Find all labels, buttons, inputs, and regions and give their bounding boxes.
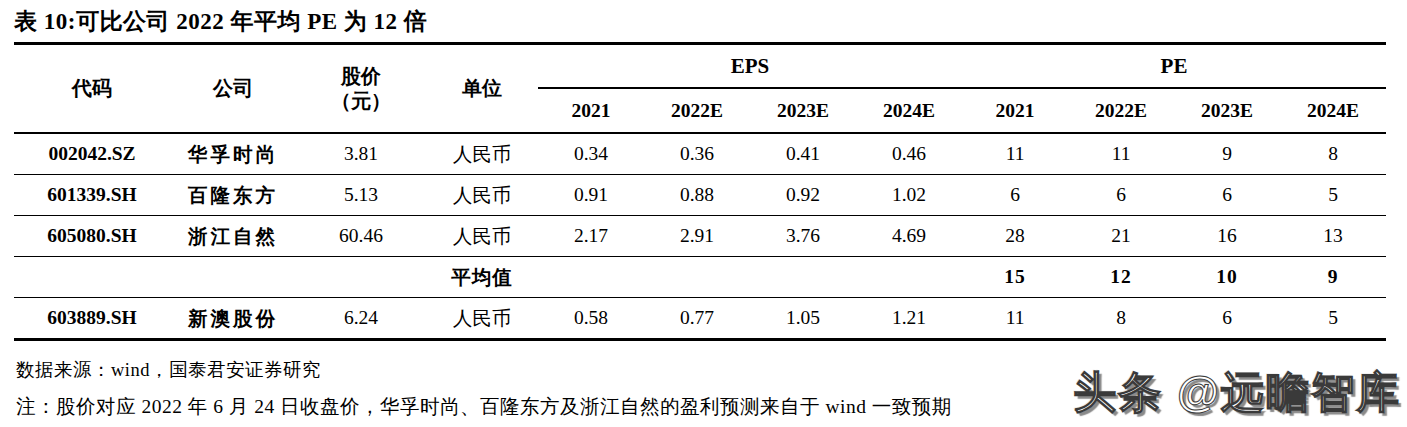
average-label: 平均值 — [426, 257, 538, 298]
average-row: 平均值 15 12 10 9 — [14, 257, 1386, 298]
pe-year-header: 2022E — [1068, 88, 1174, 133]
cell-unit: 人民币 — [426, 133, 538, 175]
cell-company — [170, 257, 296, 298]
cell-unit: 人民币 — [426, 298, 538, 340]
pe-year-header: 2021 — [962, 88, 1068, 133]
cell-eps: 1.02 — [856, 175, 962, 216]
col-header-code: 代码 — [14, 44, 170, 134]
cell-pe: 9 — [1280, 257, 1386, 298]
cell-price: 60.46 — [296, 216, 426, 257]
cell-company: 百隆东方 — [170, 175, 296, 216]
eps-group-header: EPS — [538, 44, 962, 89]
pe-group-header: PE — [962, 44, 1386, 89]
cell-eps: 0.58 — [538, 298, 644, 340]
cell-eps — [750, 257, 856, 298]
cell-price: 3.81 — [296, 133, 426, 175]
table-row: 601339.SH 百隆东方 5.13 人民币 0.91 0.88 0.92 1… — [14, 175, 1386, 216]
table-row: 002042.SZ 华孚时尚 3.81 人民币 0.34 0.36 0.41 0… — [14, 133, 1386, 175]
pe-year-header: 2024E — [1280, 88, 1386, 133]
cell-company: 浙江自然 — [170, 216, 296, 257]
eps-year-header: 2023E — [750, 88, 856, 133]
comparison-table: 代码 公司 股价 （元） 单位 EPS PE 2021 2022E 2023E … — [14, 42, 1386, 341]
cell-pe: 8 — [1068, 298, 1174, 340]
cell-pe: 6 — [1174, 298, 1280, 340]
eps-year-header: 2022E — [644, 88, 750, 133]
table-row: 603889.SH 新澳股份 6.24 人民币 0.58 0.77 1.05 1… — [14, 298, 1386, 340]
cell-eps: 2.17 — [538, 216, 644, 257]
cell-eps — [644, 257, 750, 298]
cell-pe: 15 — [962, 257, 1068, 298]
cell-eps: 0.77 — [644, 298, 750, 340]
data-source-line: 数据来源：wind，国泰君安证券研究 — [16, 357, 321, 382]
cell-eps: 0.88 — [644, 175, 750, 216]
col-header-company: 公司 — [170, 44, 296, 134]
cell-price: 5.13 — [296, 175, 426, 216]
cell-code: 603889.SH — [14, 298, 170, 340]
cell-pe: 5 — [1280, 175, 1386, 216]
table-title: 表 10:可比公司 2022 年平均 PE 为 12 倍 — [14, 6, 427, 37]
cell-pe: 6 — [1068, 175, 1174, 216]
watermark: 头条 @远瞻智库 — [1073, 364, 1401, 422]
cell-eps: 0.34 — [538, 133, 644, 175]
col-header-unit: 单位 — [426, 44, 538, 134]
note-line: 注：股价对应 2022 年 6 月 24 日收盘价，华孚时尚、百隆东方及浙江自然… — [16, 393, 952, 420]
cell-eps: 4.69 — [856, 216, 962, 257]
cell-pe: 28 — [962, 216, 1068, 257]
cell-code: 601339.SH — [14, 175, 170, 216]
table-body: 002042.SZ 华孚时尚 3.81 人民币 0.34 0.36 0.41 0… — [14, 133, 1386, 340]
cell-eps: 0.46 — [856, 133, 962, 175]
cell-pe: 5 — [1280, 298, 1386, 340]
cell-pe: 6 — [1174, 175, 1280, 216]
cell-pe: 11 — [962, 133, 1068, 175]
cell-pe: 10 — [1174, 257, 1280, 298]
cell-pe: 21 — [1068, 216, 1174, 257]
cell-pe: 9 — [1174, 133, 1280, 175]
cell-eps: 0.92 — [750, 175, 856, 216]
cell-price: 6.24 — [296, 298, 426, 340]
cell-eps: 0.91 — [538, 175, 644, 216]
eps-year-header: 2024E — [856, 88, 962, 133]
cell-pe: 8 — [1280, 133, 1386, 175]
col-header-price: 股价 （元） — [296, 44, 426, 134]
cell-code: 605080.SH — [14, 216, 170, 257]
cell-unit: 人民币 — [426, 175, 538, 216]
cell-pe: 6 — [962, 175, 1068, 216]
col-header-price-line1: 股价 — [296, 64, 426, 89]
eps-year-header: 2021 — [538, 88, 644, 133]
report-page: { "page": { "title": "表 10:可比公司 2022 年平均… — [0, 0, 1407, 427]
cell-pe: 13 — [1280, 216, 1386, 257]
table-row: 605080.SH 浙江自然 60.46 人民币 2.17 2.91 3.76 … — [14, 216, 1386, 257]
cell-unit: 人民币 — [426, 216, 538, 257]
group-header-row: 代码 公司 股价 （元） 单位 EPS PE — [14, 44, 1386, 89]
cell-code: 002042.SZ — [14, 133, 170, 175]
table-header: 代码 公司 股价 （元） 单位 EPS PE 2021 2022E 2023E … — [14, 44, 1386, 134]
cell-eps: 2.91 — [644, 216, 750, 257]
cell-eps: 1.05 — [750, 298, 856, 340]
cell-eps: 0.36 — [644, 133, 750, 175]
col-header-price-line2: （元） — [296, 89, 426, 114]
cell-pe: 16 — [1174, 216, 1280, 257]
cell-pe: 12 — [1068, 257, 1174, 298]
cell-eps — [856, 257, 962, 298]
cell-pe: 11 — [1068, 133, 1174, 175]
cell-eps — [538, 257, 644, 298]
pe-year-header: 2023E — [1174, 88, 1280, 133]
cell-price — [296, 257, 426, 298]
cell-eps: 1.21 — [856, 298, 962, 340]
cell-code — [14, 257, 170, 298]
cell-company: 华孚时尚 — [170, 133, 296, 175]
cell-eps: 0.41 — [750, 133, 856, 175]
cell-eps: 3.76 — [750, 216, 856, 257]
cell-pe: 11 — [962, 298, 1068, 340]
cell-company: 新澳股份 — [170, 298, 296, 340]
